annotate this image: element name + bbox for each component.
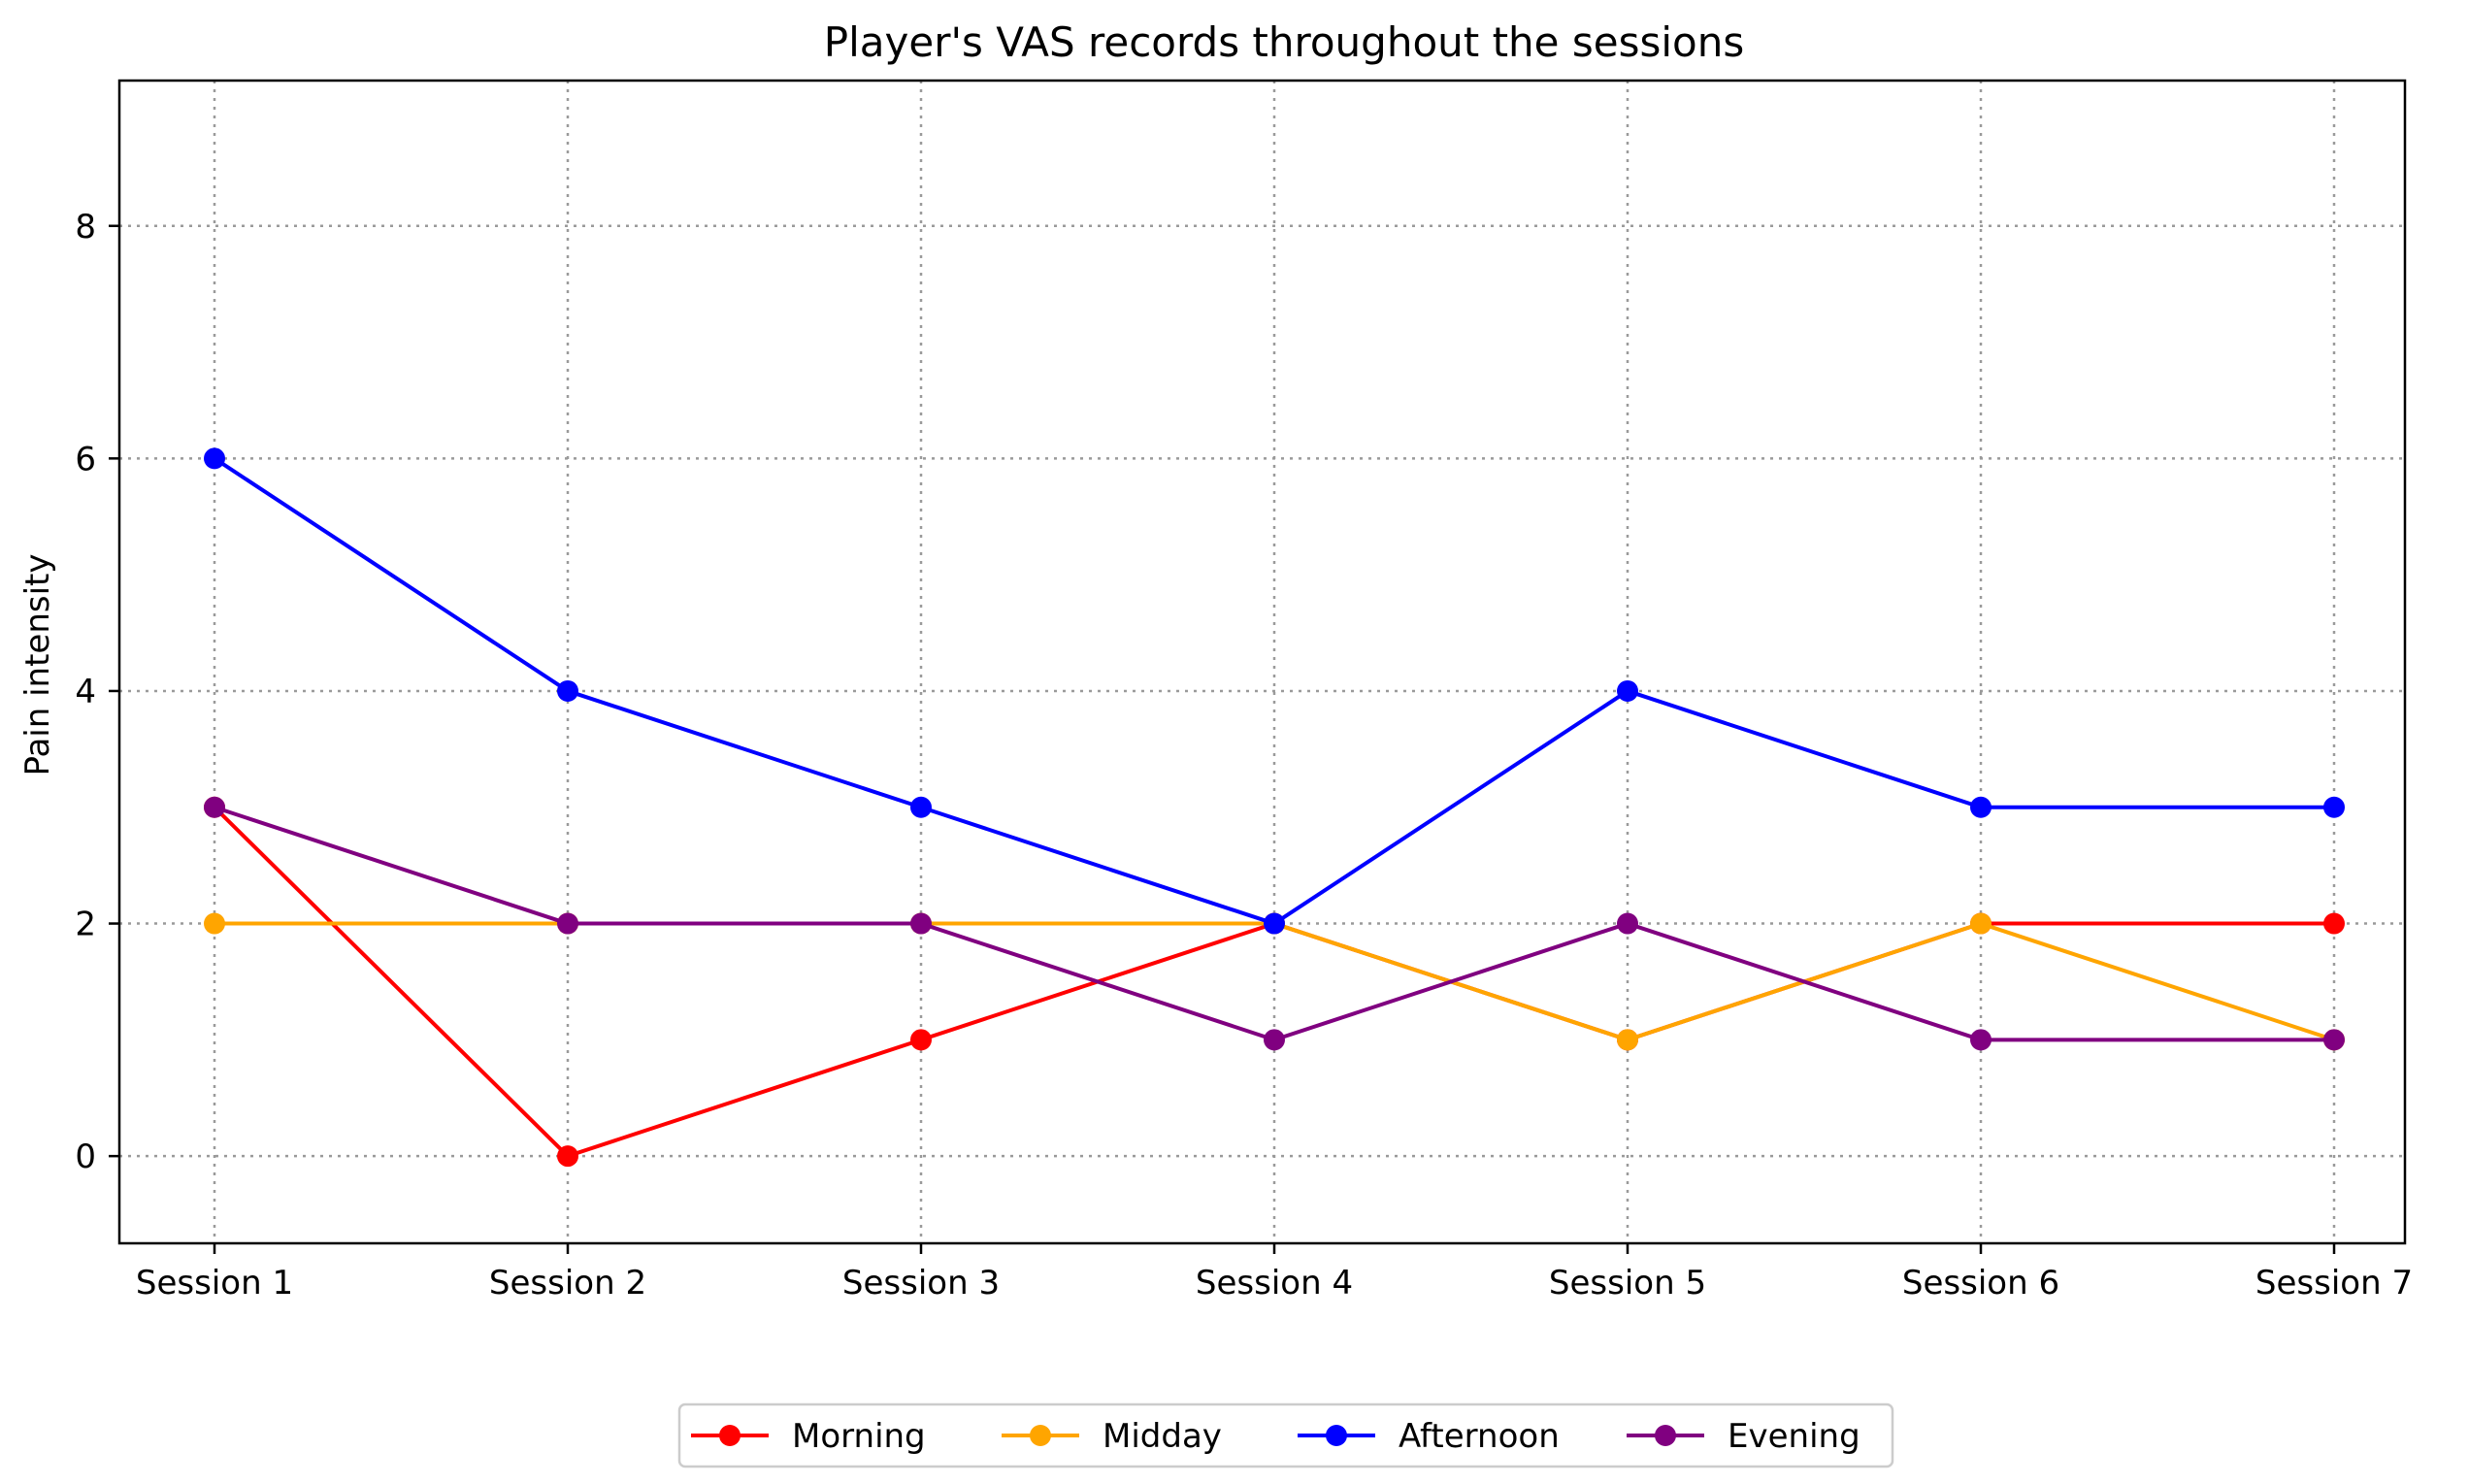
data-point-afternoon [557,679,578,702]
grid-lines [119,81,2405,1243]
legend-label-morning: Morning [792,1417,926,1456]
data-point-evening [910,912,932,935]
data-point-afternoon [910,796,932,818]
x-tick-label: Session 4 [1196,1264,1353,1303]
y-tick-label: 2 [75,906,96,944]
chart-title: Player's VAS records throughout the sess… [824,18,1744,66]
legend-marker-midday [1030,1425,1051,1446]
data-point-evening [1970,1029,1992,1051]
data-point-midday [1970,912,1992,935]
data-point-morning [557,1145,578,1168]
legend-marker-evening [1655,1425,1676,1446]
y-tick-label: 0 [75,1138,96,1176]
legend-box [677,1402,1894,1468]
legend-marker-morning [719,1425,741,1446]
data-point-afternoon [204,447,225,470]
y-tick-label: 6 [75,440,96,478]
x-tick-label: Session 6 [1902,1264,2059,1303]
data-point-midday [204,912,225,935]
data-point-evening [1264,1029,1285,1051]
legend-label-afternoon: Afternoon [1399,1417,1560,1456]
data-point-morning [910,1029,932,1051]
x-tick-label: Session 1 [136,1264,293,1303]
data-point-evening [1617,912,1638,935]
data-point-afternoon [1264,912,1285,935]
data-point-afternoon [2323,796,2345,818]
plot-area-frame [117,79,2407,1245]
x-tick-label: Session 7 [2255,1264,2413,1303]
x-tick-label: Session 2 [489,1264,646,1303]
x-tick-label: Session 3 [842,1264,1000,1303]
data-point-evening [2323,1029,2345,1051]
legend-label-midday: Midday [1103,1417,1222,1456]
legend-marker-afternoon [1326,1425,1347,1446]
series-lines [204,447,2345,1168]
data-point-midday [1617,1029,1638,1051]
legend-label-evening: Evening [1728,1417,1860,1456]
data-point-afternoon [1970,796,1992,818]
data-point-evening [204,796,225,818]
data-point-evening [557,912,578,935]
data-point-afternoon [1617,679,1638,702]
legend: Morning Midday Afternoon Evening [677,1402,1894,1468]
y-axis-label: Pain intensity [18,553,57,775]
x-tick-label: Session 5 [1549,1264,1706,1303]
y-tick-label: 4 [75,673,96,711]
axis-ticks: Session 1 Session 2 Session 3 Session 4 Sess… [75,208,2413,1303]
data-point-morning [2323,912,2345,935]
y-tick-label: 8 [75,208,96,247]
